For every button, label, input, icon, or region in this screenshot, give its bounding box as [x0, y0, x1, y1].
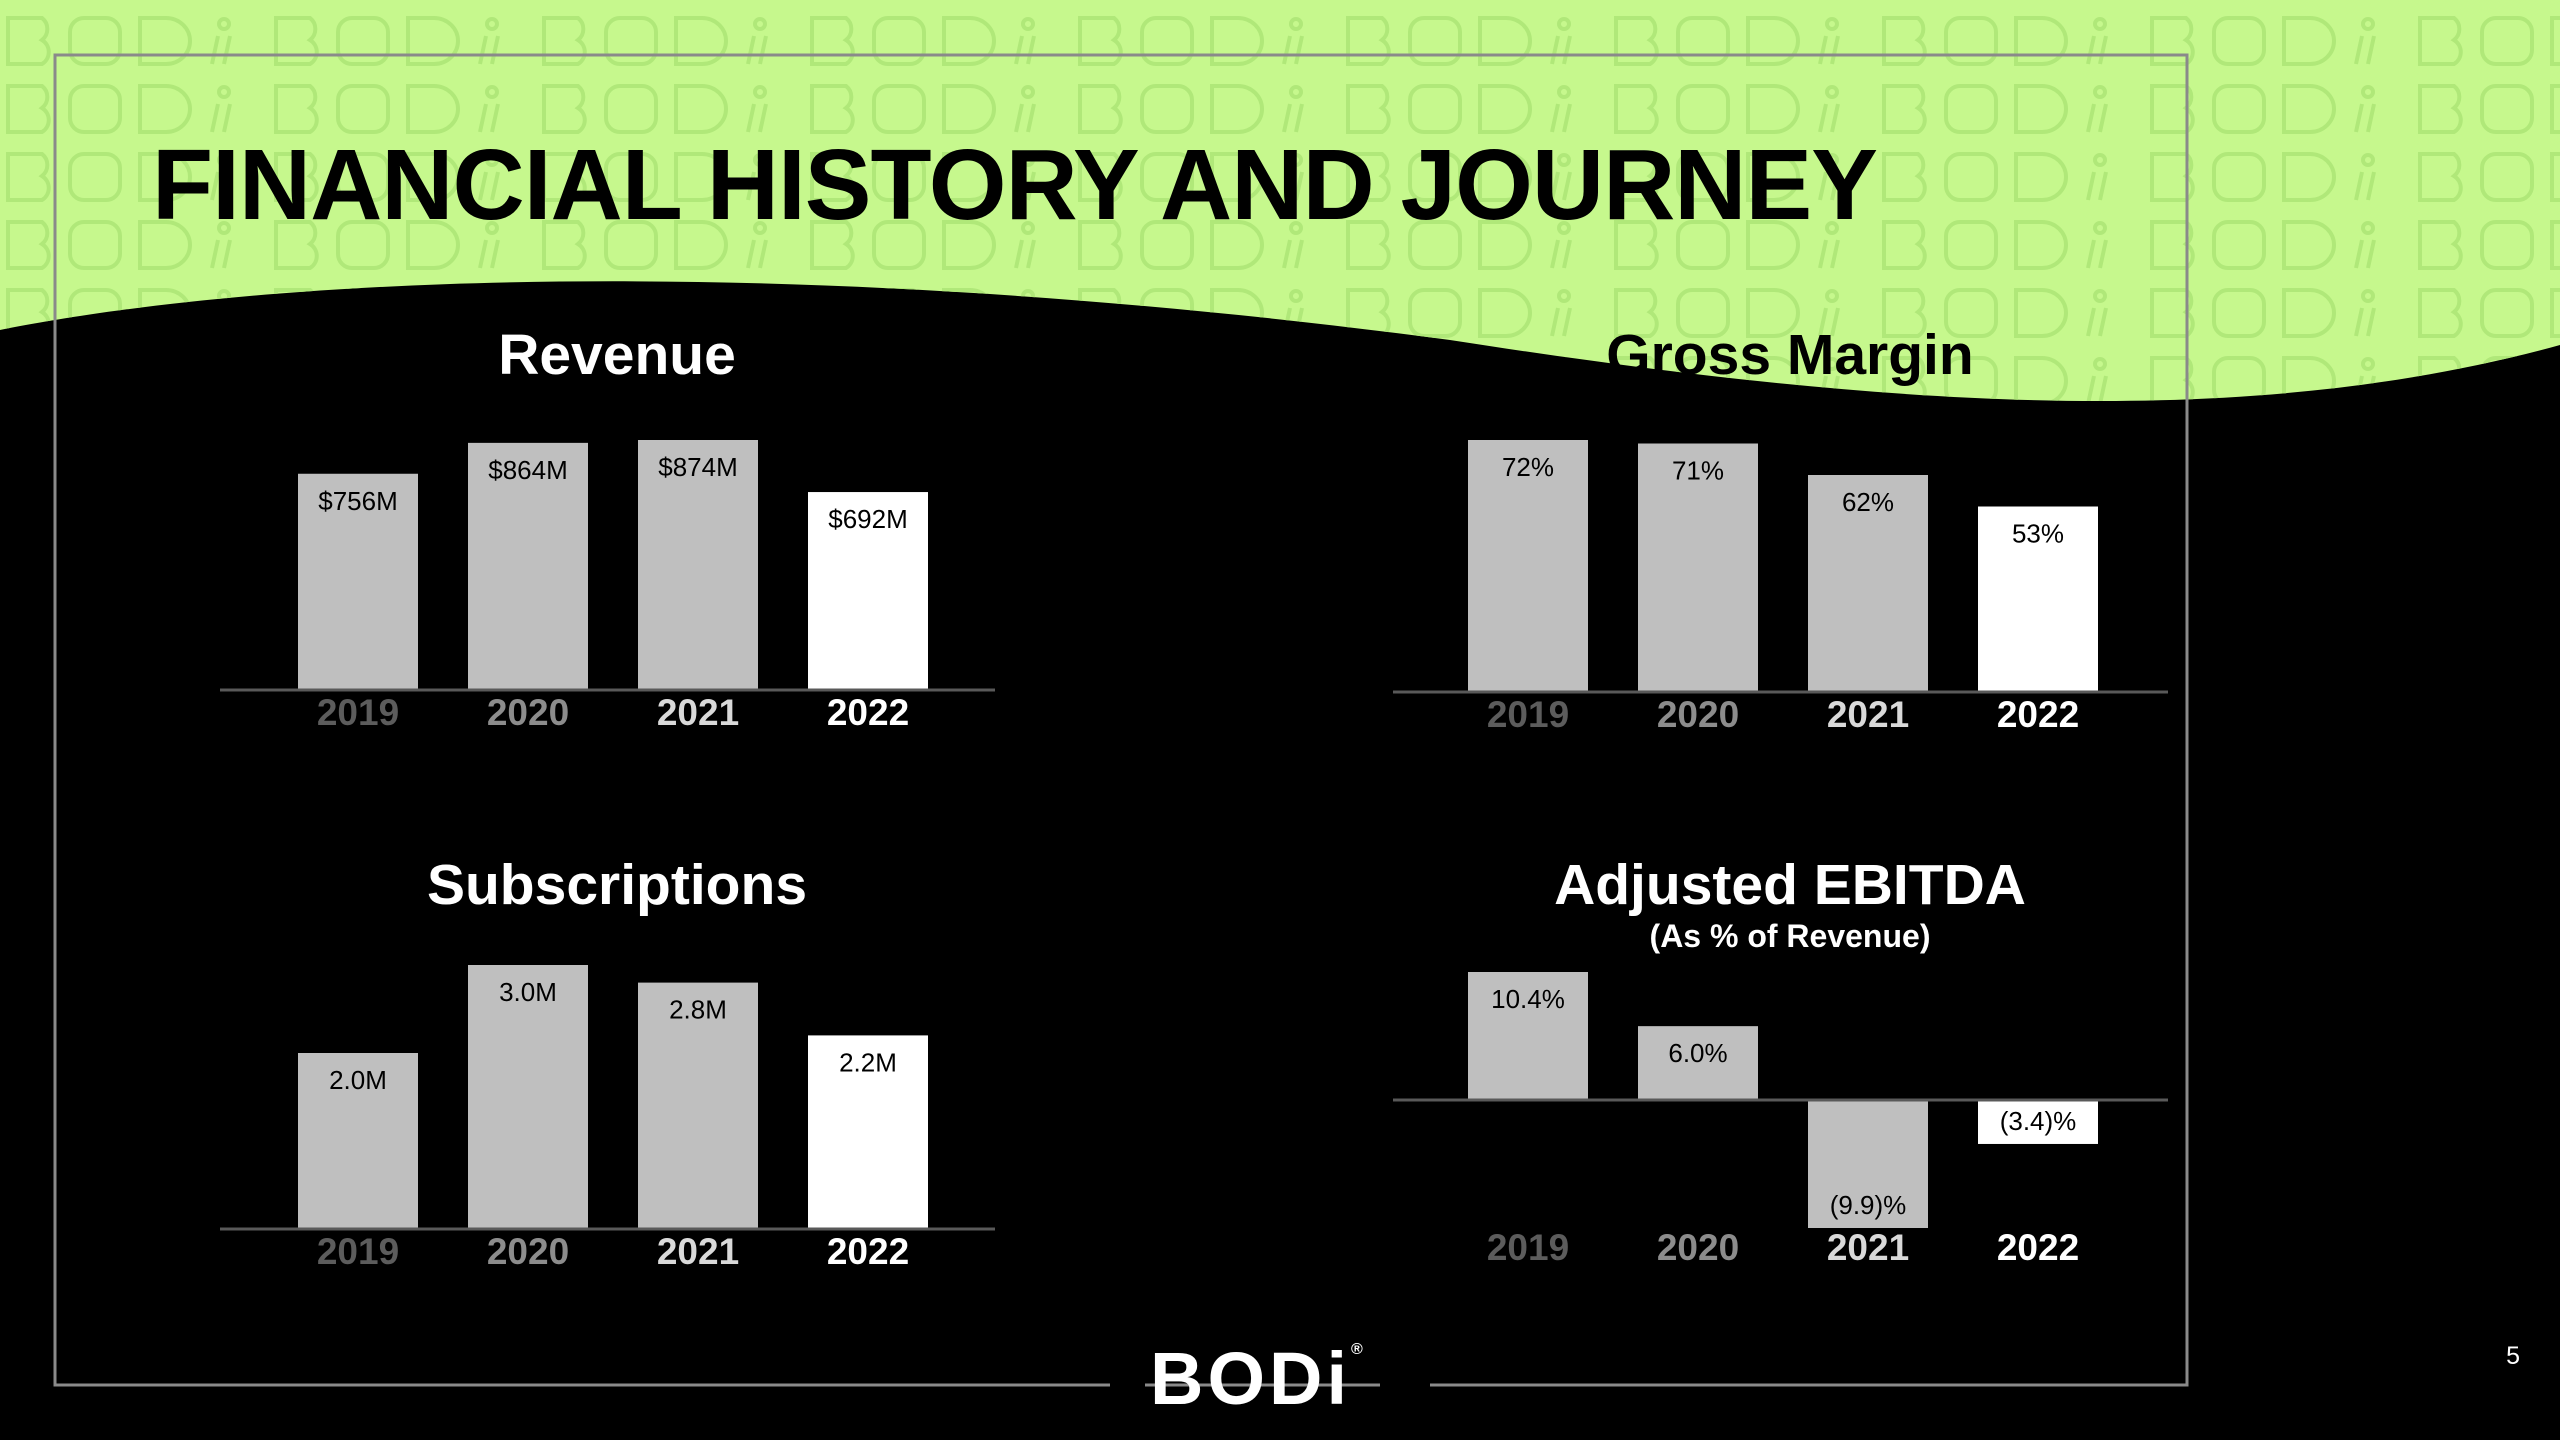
page-number: 5	[2506, 1342, 2520, 1370]
adjusted-ebitda-chart-title: Adjusted EBITDA	[1554, 853, 2026, 917]
brand-logo: BODi®	[1150, 1337, 1363, 1420]
adjusted-ebitda-chart-subtitle: (As % of Revenue)	[1649, 918, 1931, 954]
brand-logo-text: BODi	[1150, 1337, 1351, 1420]
gross-margin-chart-title: Gross Margin	[1606, 323, 1974, 387]
revenue-chart-title: Revenue	[498, 323, 736, 387]
page-title: FINANCIAL HISTORY AND JOURNEY	[152, 129, 1878, 241]
subscriptions-chart-title: Subscriptions	[426, 853, 808, 917]
